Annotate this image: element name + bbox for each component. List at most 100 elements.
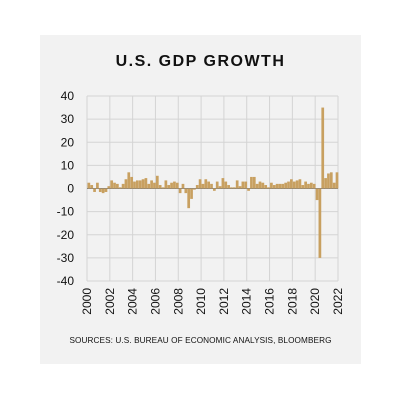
- gdp-bar: [252, 176, 256, 189]
- x-tick-label: 2010: [194, 288, 208, 315]
- y-tick-label: -20: [57, 228, 75, 242]
- gdp-bar: [87, 182, 91, 189]
- gdp-bar: [98, 188, 102, 192]
- x-tick-label: 2014: [240, 288, 254, 315]
- gdp-bar: [275, 183, 279, 189]
- x-tick-label: 2022: [331, 288, 345, 315]
- gdp-bar: [141, 179, 145, 189]
- gdp-bar: [164, 180, 168, 189]
- gdp-bar: [250, 176, 253, 189]
- gdp-bar: [144, 178, 148, 189]
- gdp-bar: [301, 185, 305, 189]
- y-tick-label: 10: [61, 158, 75, 172]
- gdp-bar: [184, 188, 188, 194]
- gdp-bar: [238, 186, 242, 189]
- gdp-bar: [173, 181, 176, 189]
- gdp-bar: [116, 183, 119, 189]
- gdp-bar: [138, 180, 142, 189]
- bar-series: [87, 107, 339, 258]
- y-tick-label: 30: [61, 112, 75, 126]
- gdp-bar: [193, 188, 196, 190]
- grid-lines: [86, 95, 339, 282]
- gdp-bar: [195, 185, 199, 189]
- gdp-bar: [218, 186, 222, 189]
- gdp-bar: [318, 188, 322, 258]
- gdp-bar: [264, 185, 268, 189]
- gdp-bar: [290, 179, 293, 189]
- y-tick-label: 40: [61, 89, 75, 103]
- gdp-bar: [281, 183, 285, 189]
- gdp-bar: [170, 182, 173, 189]
- x-tick-label: 2006: [148, 288, 162, 315]
- gdp-bar: [327, 173, 330, 189]
- y-tick-label: -30: [57, 251, 75, 265]
- gdp-bar: [329, 172, 333, 189]
- gdp-bar: [153, 182, 156, 189]
- gdp-bar: [278, 183, 282, 189]
- y-tick-label: -40: [57, 274, 75, 288]
- gdp-bar: [335, 172, 339, 189]
- gdp-bar: [207, 181, 211, 189]
- gdp-bar: [332, 182, 336, 189]
- gdp-bar: [244, 181, 248, 189]
- gdp-bar: [261, 182, 265, 189]
- gdp-bar: [201, 183, 205, 189]
- gdp-bar: [258, 181, 262, 189]
- gdp-bar: [107, 186, 111, 189]
- gdp-bar: [113, 182, 116, 189]
- gdp-bar: [213, 188, 216, 191]
- y-axis-ticks: -40 -30 -20 -10 0 10 20 30 40: [57, 89, 75, 288]
- gdp-bar: [96, 182, 99, 189]
- x-tick-label: 2008: [171, 288, 185, 315]
- gdp-bar: [167, 185, 171, 189]
- gdp-bar: [227, 185, 230, 189]
- gdp-bar: [190, 188, 193, 199]
- gdp-bar: [178, 188, 182, 194]
- gdp-bar: [198, 179, 202, 189]
- gdp-bar: [155, 175, 159, 189]
- gdp-bar: [247, 188, 250, 191]
- gdp-bar: [267, 187, 270, 189]
- gdp-bar: [90, 185, 94, 189]
- gdp-bar: [135, 180, 139, 189]
- gdp-bar: [210, 183, 213, 189]
- source-note: SOURCES: U.S. BUREAU OF ECONOMIC ANALYSI…: [69, 336, 332, 345]
- gdp-bar: [224, 181, 228, 189]
- gdp-bar: [158, 185, 162, 189]
- gdp-bar: [230, 187, 233, 189]
- gdp-bar: [255, 183, 259, 189]
- gdp-bar: [204, 179, 208, 189]
- gdp-bar: [130, 176, 133, 189]
- gdp-bar: [284, 182, 288, 189]
- gdp-bar: [93, 188, 96, 192]
- gdp-bar: [150, 180, 153, 189]
- chart-title: U.S. GDP GROWTH: [115, 53, 286, 70]
- gdp-bar: [187, 188, 191, 209]
- gdp-bar: [307, 183, 310, 189]
- x-tick-label: 2000: [80, 288, 94, 315]
- x-tick-label: 2016: [263, 288, 277, 315]
- gdp-bar: [127, 172, 131, 189]
- gdp-bar: [295, 180, 299, 189]
- x-tick-label: 2004: [126, 288, 140, 315]
- x-tick-label: 2018: [285, 288, 299, 315]
- gdp-bar: [292, 181, 296, 189]
- gdp-bar: [110, 180, 114, 189]
- gdp-bar: [321, 107, 325, 189]
- gdp-bar: [312, 183, 316, 189]
- gdp-bar: [147, 183, 151, 189]
- gdp-bar: [241, 181, 245, 189]
- gdp-bar: [272, 185, 276, 189]
- gdp-bar: [235, 180, 239, 189]
- x-tick-label: 2020: [308, 288, 322, 315]
- gdp-bar: [270, 182, 273, 189]
- gdp-bar: [104, 188, 108, 192]
- gdp-bar: [315, 188, 319, 201]
- gdp-bar: [309, 182, 313, 189]
- gdp-bar: [287, 181, 290, 189]
- gdp-bar: [181, 183, 185, 189]
- gdp-bar: [298, 179, 302, 189]
- gdp-bar: [161, 187, 165, 189]
- gdp-bar: [124, 179, 128, 189]
